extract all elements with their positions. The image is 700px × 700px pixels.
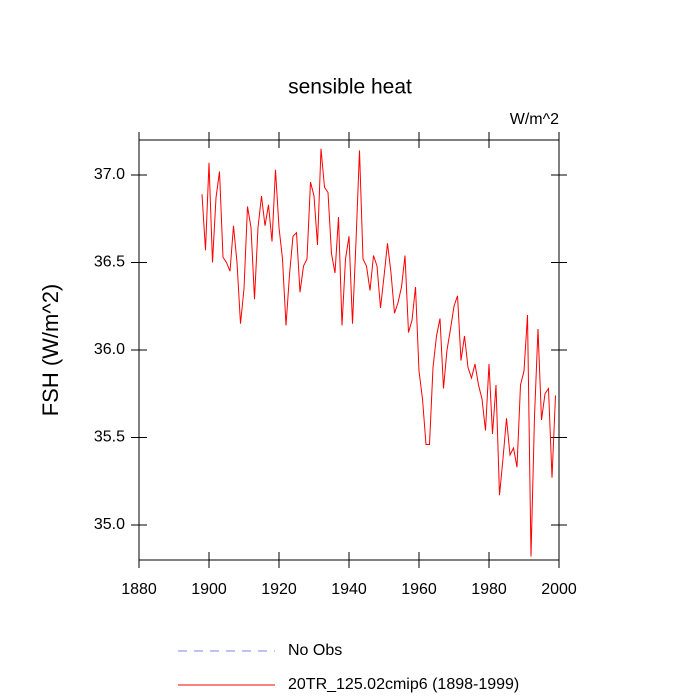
- x-tick-label: 1960: [401, 581, 437, 598]
- legend-label: No Obs: [288, 642, 342, 659]
- x-tick-label: 1900: [191, 581, 227, 598]
- legend-label: 20TR_125.02cmip6 (1898-1999): [288, 676, 519, 693]
- y-tick-label: 36.0: [94, 341, 125, 358]
- y-axis-label: FSH (W/m^2): [38, 284, 63, 417]
- units-label: W/m^2: [510, 111, 559, 128]
- x-tick-label: 2000: [541, 581, 577, 598]
- y-tick-label: 37.0: [94, 166, 125, 183]
- y-tick-label: 36.5: [94, 254, 125, 271]
- y-tick-label: 35.0: [94, 516, 125, 533]
- y-tick-label: 35.5: [94, 429, 125, 446]
- plot-frame: [138, 139, 560, 561]
- series-line: [201, 148, 556, 557]
- x-tick-label: 1940: [331, 581, 367, 598]
- chart-title: sensible heat: [288, 76, 412, 99]
- x-tick-label: 1980: [471, 581, 507, 598]
- x-tick-label: 1880: [121, 581, 157, 598]
- x-tick-label: 1920: [261, 581, 297, 598]
